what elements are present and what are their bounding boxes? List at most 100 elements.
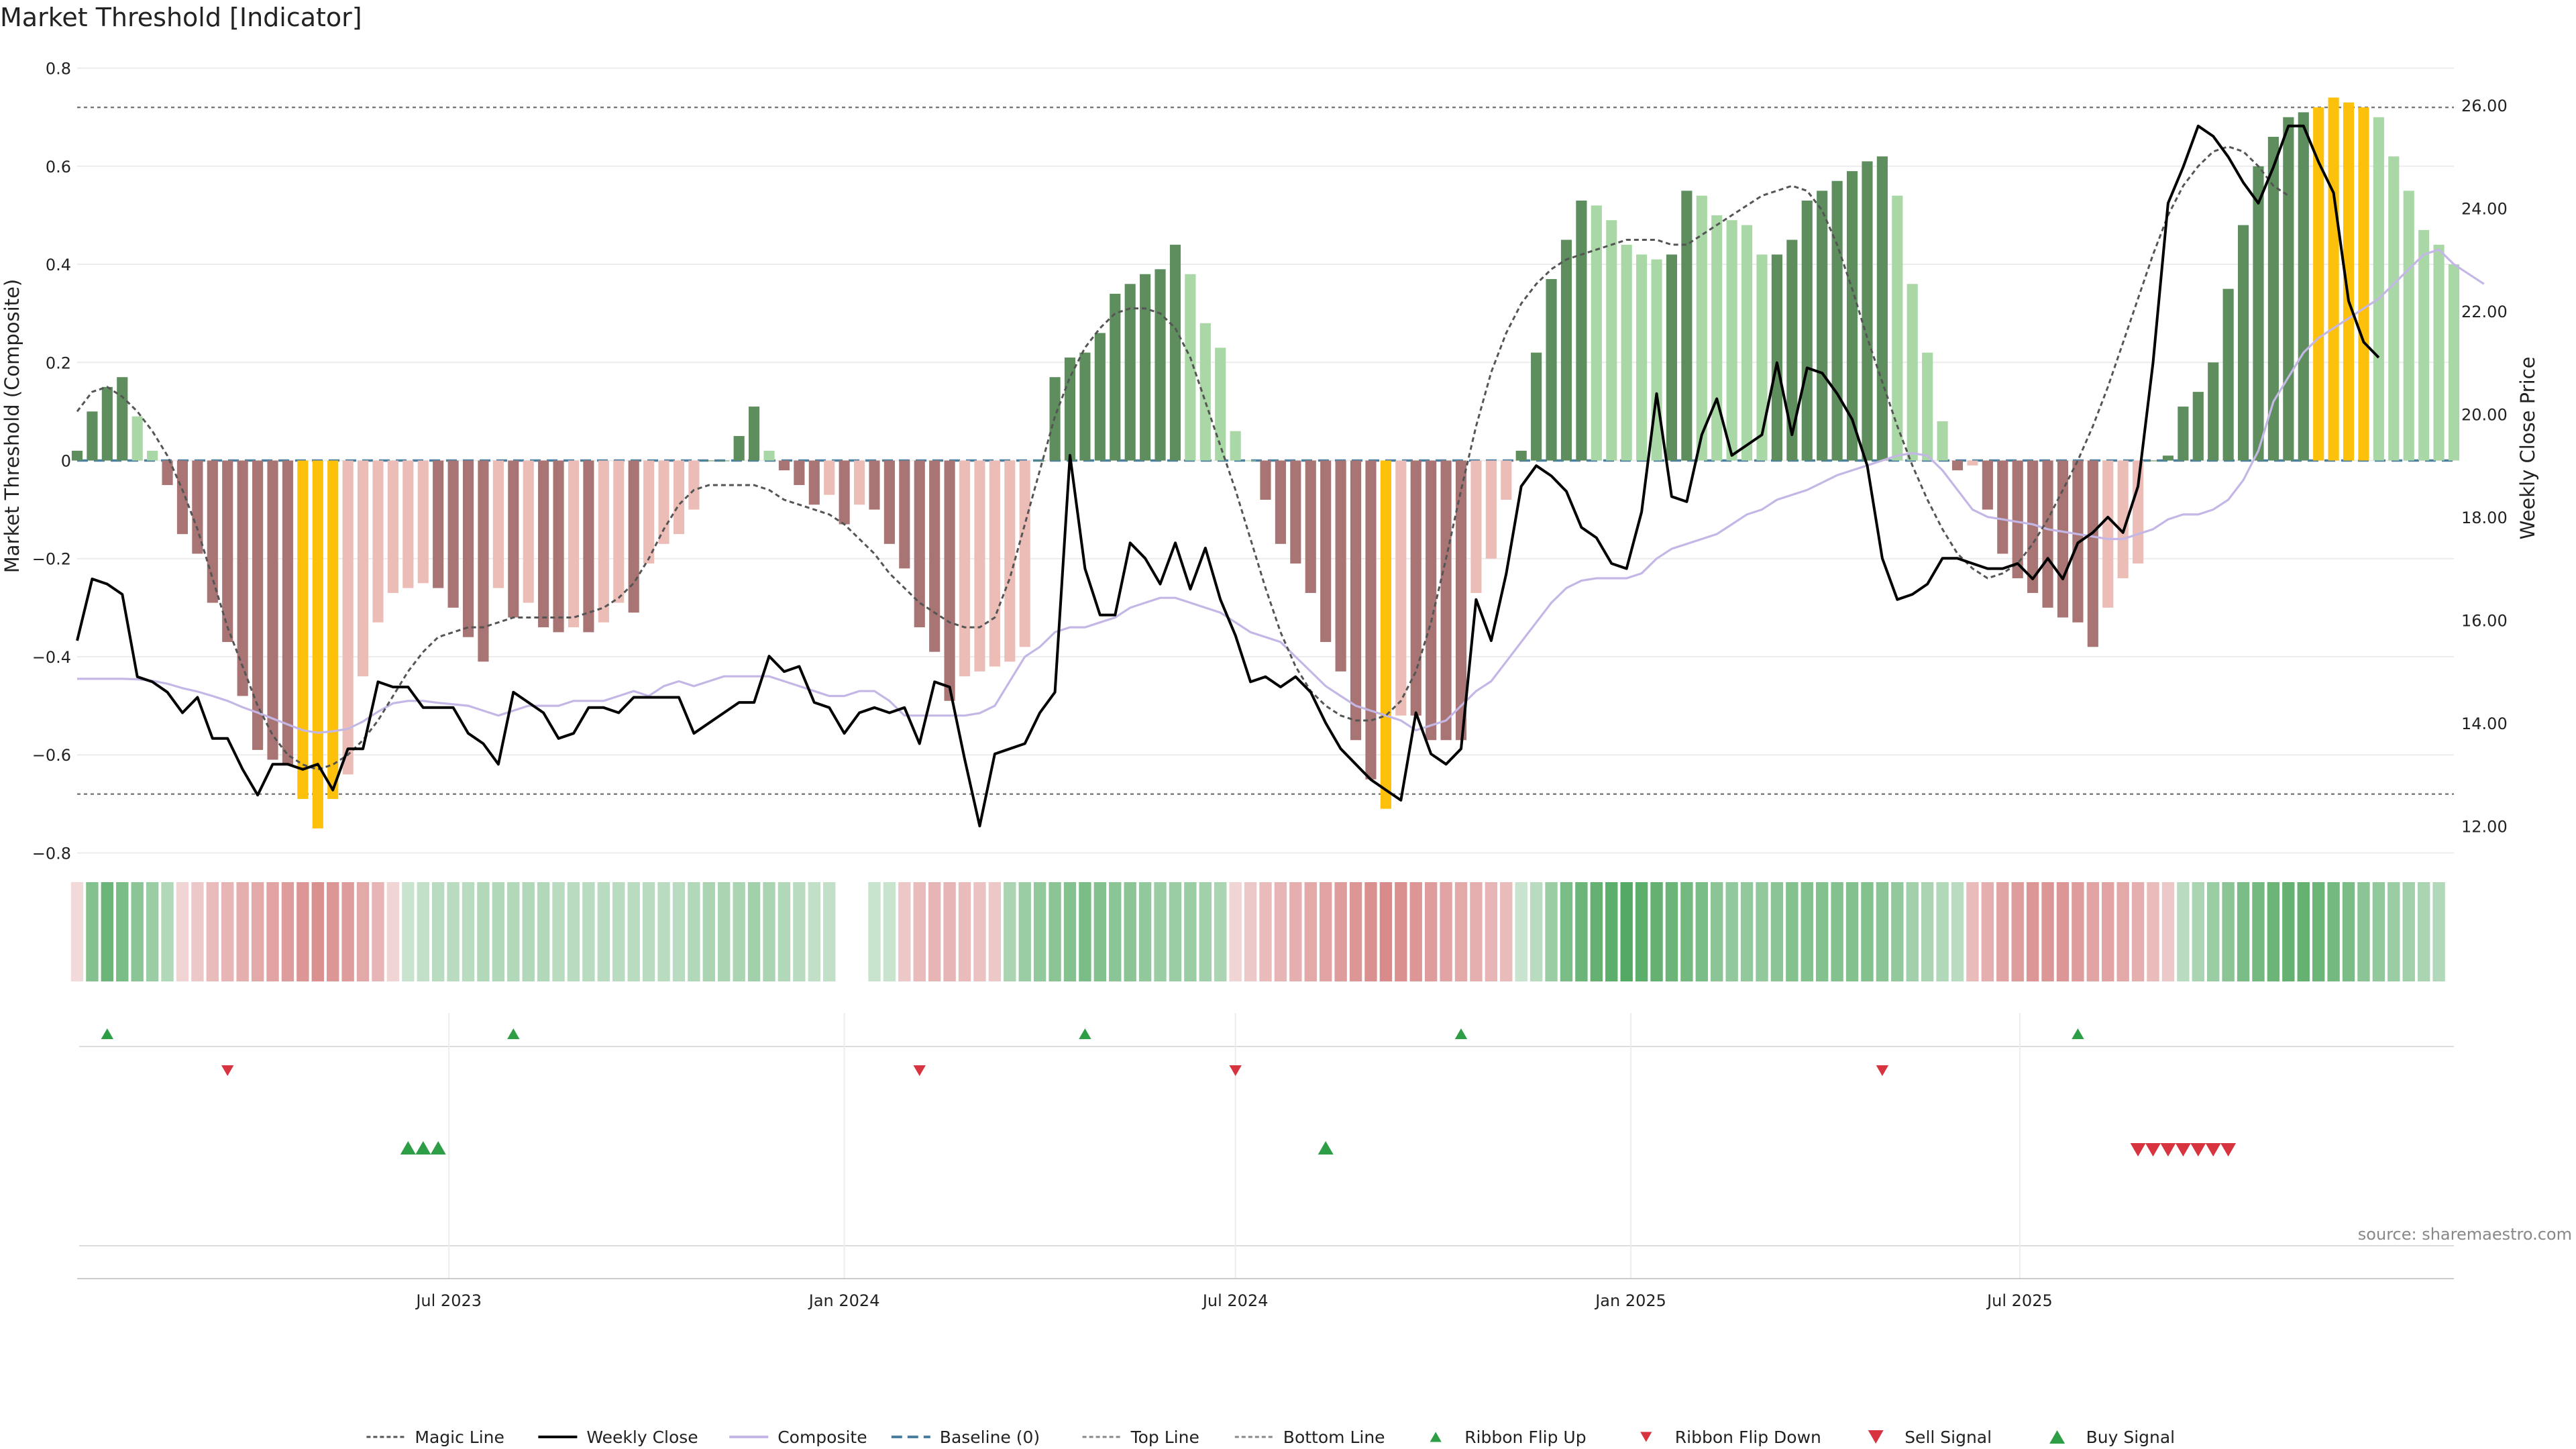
ribbon-cell xyxy=(1815,882,1829,981)
ribbon-cell xyxy=(1996,882,2009,981)
composite-bar xyxy=(598,460,609,623)
ribbon-cell xyxy=(883,882,896,981)
ribbon-cell xyxy=(1364,882,1377,981)
ribbon-cell xyxy=(2432,882,2445,981)
legend-label: Sell Signal xyxy=(1904,1428,1992,1447)
composite-bar xyxy=(733,435,745,461)
composite-bar xyxy=(2388,156,2400,461)
ribbon-cell xyxy=(431,882,445,981)
ribbon-flip-down-marker xyxy=(221,1065,234,1076)
ribbon-cell xyxy=(1289,882,1302,981)
composite-bar xyxy=(1470,460,1482,593)
ribbon-cell xyxy=(1515,882,1527,981)
ribbon-cell xyxy=(1981,882,1994,981)
composite-bar xyxy=(1395,460,1407,716)
ribbon-cell xyxy=(943,882,956,981)
ribbon-cell xyxy=(447,882,460,981)
composite-bar xyxy=(2117,460,2129,578)
ribbon-cell xyxy=(1695,882,1708,981)
ribbon-cell xyxy=(973,882,986,981)
composite-bar xyxy=(794,460,805,486)
composite-bar xyxy=(2178,407,2189,461)
ribbon-cell xyxy=(1680,882,1693,981)
composite-bar xyxy=(523,460,534,603)
composite-bar xyxy=(1907,284,1918,461)
ribbon-cell xyxy=(913,882,926,981)
ribbon-cell xyxy=(372,882,384,981)
y2-tick-label: 14.00 xyxy=(2461,714,2508,733)
ribbon-cell xyxy=(2252,882,2265,981)
composite-bar xyxy=(778,460,790,471)
composite-bar xyxy=(1922,352,1933,461)
legend-label: Weekly Close xyxy=(586,1428,698,1447)
sell-signal-marker xyxy=(2175,1143,2191,1157)
ribbon-cell xyxy=(552,882,565,981)
ribbon-cell xyxy=(297,882,309,981)
composite-bar xyxy=(1560,239,1572,461)
ribbon-cell xyxy=(2237,882,2250,981)
x-tick-label: Jul 2023 xyxy=(415,1291,482,1310)
ribbon-cell xyxy=(86,882,99,981)
ribbon-cell xyxy=(1665,882,1678,981)
composite-bar xyxy=(2298,112,2309,461)
composite-bar xyxy=(1169,244,1181,461)
ribbon-cell xyxy=(417,882,429,981)
composite-bar xyxy=(2403,191,2414,461)
composite-bar xyxy=(342,460,354,775)
composite-bar xyxy=(883,460,895,544)
x-axis: Jul 2023 Jan 2024 Jul 2024 Jan 2025 Jul 2025 xyxy=(415,1291,2052,1310)
composite-bar xyxy=(2208,362,2219,461)
ribbon-cell xyxy=(1786,882,1799,981)
composite-bar xyxy=(2192,392,2204,461)
ribbon-cell xyxy=(2372,882,2385,981)
ribbon-cell xyxy=(146,882,159,981)
ribbon-cell xyxy=(1154,882,1167,981)
y-tick-label: −0.6 xyxy=(32,746,71,765)
ribbon-cell xyxy=(928,882,941,981)
ribbon-cell xyxy=(462,882,475,981)
main-panel: −0.8 −0.6 −0.4 −0.2 0 0.2 0.4 0.6 0.8 12.00 14.00… xyxy=(1,60,2539,863)
buy-signal-marker xyxy=(415,1141,431,1155)
composite-bar xyxy=(808,460,820,505)
composite-bar xyxy=(2012,460,2023,578)
ribbon-cell xyxy=(281,882,294,981)
composite-bar xyxy=(1862,161,1873,461)
composite-bar xyxy=(899,460,910,569)
ribbon-cell xyxy=(1379,882,1393,981)
ribbon-cell xyxy=(236,882,249,981)
y2-axis-label: Weekly Close Price xyxy=(2516,357,2539,540)
composite-bar xyxy=(853,460,865,505)
composite-bar xyxy=(613,460,625,603)
composite-bar xyxy=(1410,460,1421,716)
composite-bar xyxy=(1440,460,1452,741)
composite-bar xyxy=(673,460,685,535)
ribbon-cell xyxy=(2086,882,2100,981)
ribbon-strip xyxy=(70,882,2445,981)
y2-tick-label: 18.00 xyxy=(2461,508,2508,527)
composite-bar xyxy=(1426,460,1437,741)
ribbon-cell xyxy=(1229,882,1242,981)
composite-bar xyxy=(1696,195,1707,461)
composite-bar xyxy=(492,460,504,588)
ribbon-cell xyxy=(657,882,670,981)
composite-bar xyxy=(1741,225,1753,461)
ribbon-cell xyxy=(2417,882,2430,981)
composite-bar xyxy=(2433,244,2445,461)
legend-swatch xyxy=(1868,1430,1884,1444)
legend-label: Baseline (0) xyxy=(940,1428,1040,1447)
ribbon-cell xyxy=(2192,882,2204,981)
ribbon-cell xyxy=(2026,882,2039,981)
composite-bar xyxy=(1185,274,1196,461)
ribbon-cell xyxy=(1244,882,1257,981)
composite-bar xyxy=(462,460,474,637)
ribbon-cell xyxy=(1304,882,1317,981)
ribbon-cell xyxy=(356,882,370,981)
ribbon-cell xyxy=(1500,882,1513,981)
composite-bar xyxy=(297,460,309,800)
ribbon-cell xyxy=(522,882,535,981)
ribbon-cell xyxy=(1951,882,1964,981)
ribbon-cell xyxy=(1485,882,1498,981)
y-axis-left: −0.8 −0.6 −0.4 −0.2 0 0.2 0.4 0.6 0.8 xyxy=(32,60,71,863)
composite-bar xyxy=(71,450,83,461)
composite-bar xyxy=(703,460,714,462)
